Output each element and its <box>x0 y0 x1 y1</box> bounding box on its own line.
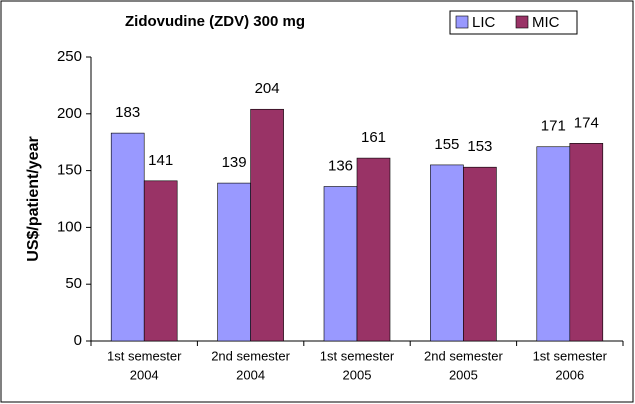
data-label: 161 <box>361 129 386 146</box>
bar <box>110 132 145 342</box>
x-tick-label: 2005 <box>343 367 372 382</box>
y-tick-label: 100 <box>57 218 82 235</box>
legend-label: LIC <box>472 14 496 31</box>
data-label: 139 <box>222 154 247 171</box>
legend-label: MIC <box>532 14 560 31</box>
bar <box>323 186 358 342</box>
x-tick-label: 1st semester <box>320 348 395 363</box>
bar <box>463 166 497 342</box>
x-tick-label: 2004 <box>130 367 159 382</box>
x-tick-label: 1st semester <box>533 348 608 363</box>
data-label: 204 <box>255 80 280 97</box>
bar <box>356 157 391 342</box>
bar <box>536 146 571 342</box>
x-tick-label: 2nd semester <box>424 348 503 363</box>
data-label: 171 <box>541 118 566 135</box>
x-tick-label: 1st semester <box>107 348 182 363</box>
y-tick-label: 150 <box>57 162 82 179</box>
data-label: 136 <box>328 157 353 174</box>
y-axis-label: US$/patient/year <box>25 136 42 261</box>
x-tick-label: 2005 <box>449 367 478 382</box>
y-tick-label: 250 <box>57 48 82 65</box>
legend-swatch <box>455 15 469 29</box>
data-label: 155 <box>434 136 459 153</box>
y-tick-label: 50 <box>65 275 82 292</box>
data-label: 183 <box>115 104 140 121</box>
bar <box>143 180 178 342</box>
legend-box <box>449 10 578 35</box>
x-tick-label: 2nd semester <box>211 348 290 363</box>
x-tick-label: 2004 <box>236 367 265 382</box>
bar <box>217 182 251 342</box>
legend-swatch <box>515 15 529 29</box>
data-label: 174 <box>574 114 599 131</box>
bar <box>430 164 464 342</box>
data-label: 153 <box>467 138 492 155</box>
data-label: 141 <box>148 152 173 169</box>
x-tick-label: 2006 <box>555 367 584 382</box>
y-tick-label: 200 <box>57 105 82 122</box>
y-tick-label: 0 <box>74 332 82 349</box>
bar <box>250 108 284 342</box>
bar <box>569 143 604 342</box>
chart-title: Zidovudine (ZDV) 300 mg <box>125 13 305 30</box>
